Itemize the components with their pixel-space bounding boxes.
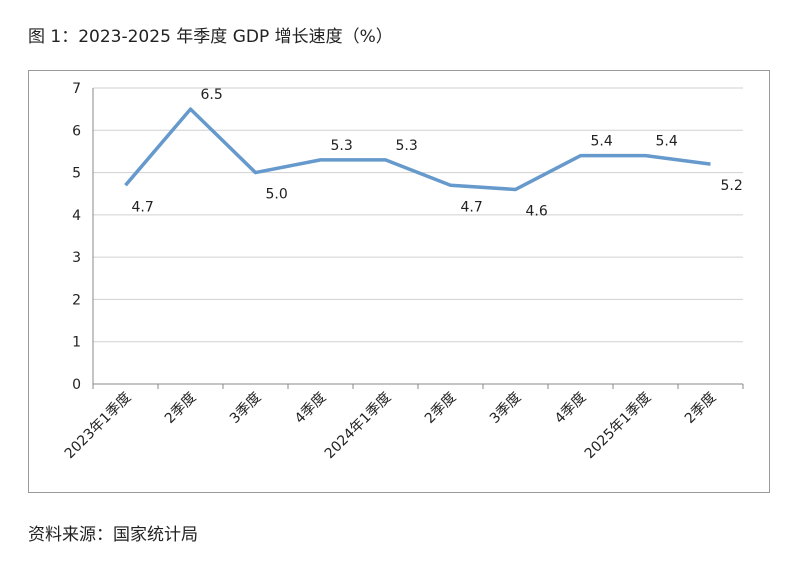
- x-tick-label: 2023年1季度: [62, 390, 135, 463]
- data-label: 5.3: [331, 138, 353, 154]
- data-label: 5.2: [721, 178, 743, 194]
- y-tick-label: 2: [72, 292, 81, 308]
- data-label: 4.6: [526, 203, 548, 219]
- x-tick-label: 3季度: [227, 390, 264, 427]
- y-tick-label: 5: [72, 166, 81, 182]
- data-label: 5.4: [656, 134, 678, 150]
- x-tick-label: 4季度: [552, 390, 589, 427]
- x-tick-label: 2季度: [162, 390, 199, 427]
- chart-title: 图 1：2023-2025 年季度 GDP 增长速度（%）: [28, 27, 393, 47]
- x-tick-label: 2季度: [422, 390, 459, 427]
- x-tick-label: 4季度: [292, 390, 329, 427]
- x-tick-label: 3季度: [487, 390, 524, 427]
- data-label: 4.7: [132, 199, 154, 215]
- y-tick-label: 0: [72, 377, 81, 393]
- series-line: [124, 107, 711, 192]
- y-tick-label: 3: [72, 250, 81, 266]
- data-label: 6.5: [201, 87, 223, 103]
- y-tick-label: 1: [72, 335, 81, 351]
- x-tick-label: 2024年1季度: [322, 390, 395, 463]
- y-tick-label: 4: [72, 208, 81, 224]
- data-label: 5.3: [396, 138, 418, 154]
- source-note: 资料来源：国家统计局: [28, 525, 198, 545]
- data-label: 5.0: [266, 187, 288, 203]
- data-label: 4.7: [461, 199, 483, 215]
- chart-frame: [28, 70, 770, 493]
- y-tick-label: 6: [72, 123, 81, 139]
- y-tick-label: 7: [72, 81, 81, 97]
- x-tick-label: 2025年1季度: [582, 390, 655, 463]
- x-tick-label: 2季度: [682, 390, 719, 427]
- data-label: 5.4: [591, 134, 613, 150]
